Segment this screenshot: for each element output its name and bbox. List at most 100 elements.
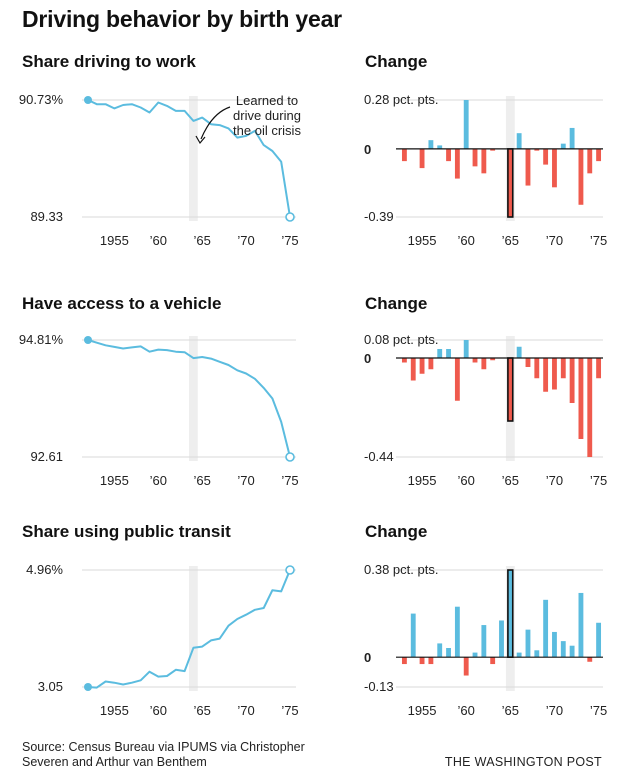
bar [569,645,575,658]
bar [516,652,522,658]
bar [569,358,575,403]
bar [463,100,469,149]
bar [596,148,602,162]
highlight-band [189,336,198,461]
bar [490,148,496,151]
x-tick-label: ’75 [590,233,607,248]
bar [534,148,540,151]
y-tick-label: 3.05 [38,679,63,694]
bar [428,140,434,149]
annotation-arrowhead [195,135,206,145]
bar [454,358,460,401]
x-tick-label: ’60 [150,233,167,248]
vehicle-change-bar-chart: 0.08 pct. pts. 0 -0.44 1955 ’60 ’65 ’70 ’75 [364,332,607,488]
driving-change-bar-chart: 0.28 pct. pts. 0 -0.39 1955 ’60 ’65 ’70 ’75 [364,92,607,248]
x-tick-label: ’60 [458,233,475,248]
vehicle-line-chart: 94.81% 92.61 1955 ’60 ’65 ’70 ’75 [19,332,299,488]
bar [419,657,425,665]
x-tick-label: 1955 [408,233,437,248]
bar [587,657,593,662]
x-tick-label: ’70 [237,703,254,718]
bar [525,629,531,658]
x-tick-label: 1955 [100,703,129,718]
bar [428,358,434,370]
bar [419,148,425,169]
bar [472,148,478,167]
highlight-band [189,96,198,221]
bar [472,652,478,658]
bar [525,358,531,367]
bar [454,148,460,179]
x-tick-label: ’75 [590,703,607,718]
x-tick-label: ’60 [458,703,475,718]
bar [578,148,584,205]
bar [507,357,514,422]
start-point [84,96,92,104]
y-tick-label: 92.61 [30,449,63,464]
x-tick-label: ’75 [281,233,298,248]
panel-title-vehicle-change: Change [365,294,428,313]
bar [437,643,443,658]
y-tick-label: 0.08 pct. pts. [364,332,438,347]
x-tick-label: ’75 [281,473,298,488]
x-tick-label: ’70 [237,473,254,488]
bar [596,622,602,658]
x-tick-label: ’70 [237,233,254,248]
end-point [285,212,295,222]
annotation-text: the oil crisis [233,123,301,138]
x-tick-label: ’75 [281,703,298,718]
bar [401,148,407,162]
y-tick-label: 90.73% [19,92,64,107]
bar [560,358,566,379]
y-tick-label: 0 [364,142,371,157]
bar [499,620,504,658]
bar [516,133,522,149]
bar [472,358,478,363]
x-tick-label: ’60 [150,703,167,718]
bar [419,358,425,374]
panel-title-transit-change: Change [365,522,428,541]
x-tick-label: ’65 [193,233,210,248]
bar [587,148,593,174]
transit-change-bar-chart: 0.38 pct. pts. 0 -0.13 1955 ’60 ’65 ’70 ’75 [364,562,607,718]
x-tick-label: ’60 [458,473,475,488]
series-line [87,99,291,218]
end-point [285,452,295,462]
bar [410,613,416,658]
bar [446,349,451,358]
bar [534,358,540,379]
bar [401,657,407,665]
bar [516,346,522,358]
x-tick-label: ’70 [546,473,563,488]
bar [552,631,557,658]
y-tick-label: -0.39 [364,209,394,224]
panel-title-driving-change: Change [365,52,428,71]
panel-title-transit: Share using public transit [22,522,231,541]
x-tick-label: 1955 [408,703,437,718]
source-note: Source: Census Bureau via IPUMS via Chri… [22,740,305,769]
series-line [87,339,291,458]
bar [560,641,566,658]
y-tick-label: 94.81% [19,332,64,347]
bar [454,606,460,658]
bar [507,148,514,218]
x-tick-label: ’70 [546,233,563,248]
panel-title-driving: Share driving to work [22,52,196,71]
bar [543,358,549,392]
annotation-text: Learned to [236,93,298,108]
bar [578,358,584,439]
bar [481,148,487,174]
bar [463,340,469,358]
bar [428,657,434,665]
bar [507,569,514,658]
x-tick-label: 1955 [100,233,129,248]
bar [481,358,487,370]
bar [410,358,416,381]
series-line [87,569,291,689]
x-tick-label: ’75 [590,473,607,488]
x-tick-label: ’65 [502,703,519,718]
end-point [285,565,295,575]
x-tick-label: ’60 [150,473,167,488]
y-tick-label: -0.13 [364,679,394,694]
